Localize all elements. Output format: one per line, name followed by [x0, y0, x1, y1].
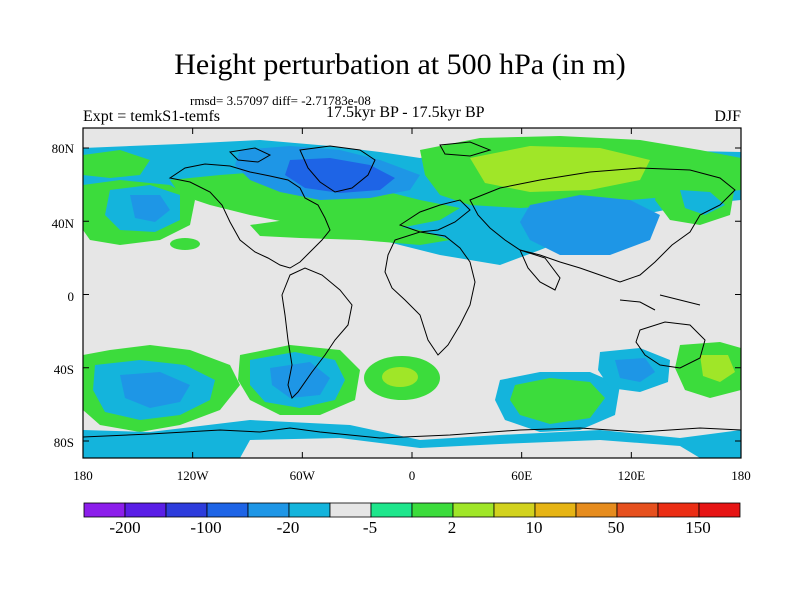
colorbar-label: -5	[363, 518, 377, 537]
coastline-south-america	[281, 267, 353, 399]
colorbar-label: 10	[526, 518, 543, 537]
coastline-australia	[635, 321, 706, 369]
contour-region	[615, 358, 655, 382]
colorbar-swatch	[698, 502, 741, 518]
contour-region	[270, 362, 330, 398]
coastline-antarctica	[83, 427, 741, 439]
contour-region	[130, 195, 170, 222]
colorbar-swatch	[329, 502, 372, 518]
colorbar-swatch	[575, 502, 618, 518]
lat-tick-label: 80S	[54, 435, 74, 450]
contour-region	[240, 438, 700, 458]
coastline-africa	[384, 231, 476, 356]
lat-tick-label: 80N	[52, 141, 75, 156]
coastline-greenland	[299, 145, 376, 193]
colorbar-swatch	[493, 502, 536, 518]
coastline-asia	[469, 167, 736, 283]
coastlines	[83, 141, 741, 439]
coastline-islands	[619, 294, 701, 311]
contour-region	[382, 367, 418, 387]
axis-ticks	[82, 128, 742, 458]
contour-region	[700, 355, 735, 382]
coastline-india	[519, 249, 561, 291]
contour-region	[510, 378, 605, 424]
colorbar-label: 2	[448, 518, 457, 537]
colorbar-swatch	[657, 502, 700, 518]
lon-tick-label: 60E	[511, 468, 532, 483]
lon-tick-label: 120W	[177, 468, 210, 483]
lat-tick-label: 0	[68, 289, 75, 304]
contour-region	[170, 238, 200, 250]
stats-line: rmsd= 3.57097 diff= -2.71783e-08	[190, 93, 371, 108]
period-label: 17.5kyr BP - 17.5kyr BP	[326, 104, 485, 121]
colorbar-label: -200	[109, 518, 140, 537]
season-label: DJF	[714, 108, 741, 125]
contour-region	[680, 190, 725, 215]
latitude-axis: 80N 40N 0 40S 80S	[52, 141, 75, 450]
colorbar-swatch	[124, 502, 167, 518]
colorbar	[83, 502, 741, 518]
colorbar-swatch	[288, 502, 331, 518]
colorbar-swatch	[411, 502, 454, 518]
coastline-north-america	[168, 163, 331, 269]
experiment-label: Expt = temkS1-temfs	[83, 108, 221, 125]
colorbar-swatch	[452, 502, 495, 518]
colorbar-label: 150	[685, 518, 711, 537]
coastline-arctic	[228, 141, 492, 163]
colorbar-label: 50	[608, 518, 625, 537]
contour-region	[83, 150, 150, 178]
colorbar-swatch	[206, 502, 249, 518]
page-title: Height perturbation at 500 hPa (in m)	[174, 48, 626, 81]
colorbar-label: -20	[277, 518, 300, 537]
colorbar-swatch	[370, 502, 413, 518]
colorbar-swatch	[165, 502, 208, 518]
contour-region	[285, 158, 395, 193]
lon-tick-label: 180	[731, 468, 751, 483]
lat-tick-label: 40N	[52, 216, 75, 231]
contour-region	[520, 195, 660, 255]
colorbar-labels: -200 -100 -20 -5 2 10 50 150	[109, 518, 710, 537]
lon-tick-label: 120E	[618, 468, 646, 483]
colorbar-swatch	[534, 502, 577, 518]
coastline-europe	[398, 199, 471, 233]
lon-tick-label: 60W	[290, 468, 316, 483]
contour-region	[470, 146, 650, 192]
colorbar-label: -100	[190, 518, 221, 537]
colorbar-swatch	[616, 502, 659, 518]
lon-tick-label: 0	[409, 468, 416, 483]
lat-tick-label: 40S	[54, 362, 74, 377]
colorbar-swatch	[247, 502, 290, 518]
colorbar-swatch	[83, 502, 126, 518]
longitude-axis: 180 120W 60W 0 60E 120E 180	[73, 468, 751, 483]
contour-region	[170, 172, 460, 230]
lon-tick-label: 180	[73, 468, 93, 483]
contour-region	[120, 372, 190, 408]
